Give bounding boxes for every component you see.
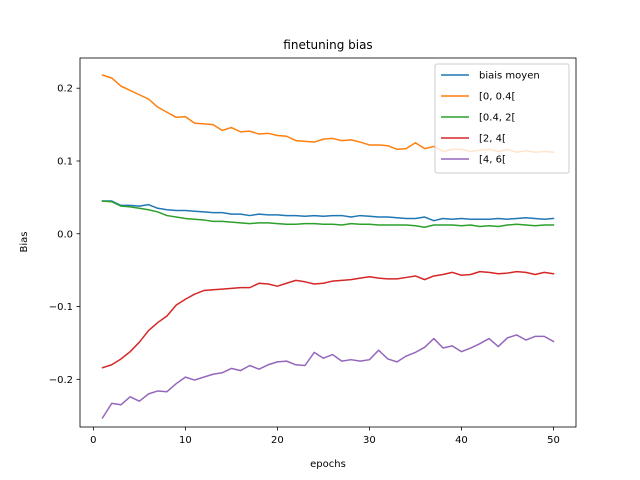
legend-label-2: [0.4, 2[ bbox=[479, 113, 515, 124]
legend-label-4: [4, 6[ bbox=[479, 155, 506, 166]
legend-label-1: [0, 0.4[ bbox=[479, 92, 515, 103]
x-axis: 0 10 20 30 40 50 bbox=[90, 427, 560, 446]
plot-frame bbox=[79, 57, 577, 428]
y-tick-label: 0.0 bbox=[57, 229, 73, 240]
y-tick-label: 0.2 bbox=[57, 84, 73, 95]
series-line-3 bbox=[101, 270, 555, 369]
y-tick-label: −0.2 bbox=[49, 375, 73, 386]
legend-box bbox=[434, 63, 570, 174]
y-tick-label: 0.1 bbox=[57, 156, 73, 167]
series-line-0 bbox=[101, 200, 555, 222]
series-line-4 bbox=[101, 334, 555, 419]
legend-label-0: biais moyen bbox=[479, 71, 540, 82]
series-line-2 bbox=[101, 200, 555, 228]
x-tick-label: 30 bbox=[363, 435, 376, 446]
x-tick-label: 50 bbox=[547, 435, 560, 446]
chart-title: finetuning bias bbox=[283, 38, 372, 52]
plot-area bbox=[101, 74, 555, 419]
legend-label-3: [2, 4[ bbox=[479, 134, 506, 145]
x-axis-label: epochs bbox=[310, 459, 346, 470]
x-tick-label: 0 bbox=[90, 435, 96, 446]
y-axis-label: Bias bbox=[19, 232, 30, 253]
x-tick-label: 20 bbox=[271, 435, 284, 446]
y-tick-label: −0.1 bbox=[49, 302, 73, 313]
y-axis: −0.2 −0.1 0.0 0.1 0.2 bbox=[49, 84, 80, 386]
legend: biais moyen [0, 0.4[ [0.4, 2[ [2, 4[ [4, 6[ bbox=[434, 63, 570, 174]
x-tick-label: 40 bbox=[455, 435, 468, 446]
x-tick-label: 10 bbox=[179, 435, 192, 446]
